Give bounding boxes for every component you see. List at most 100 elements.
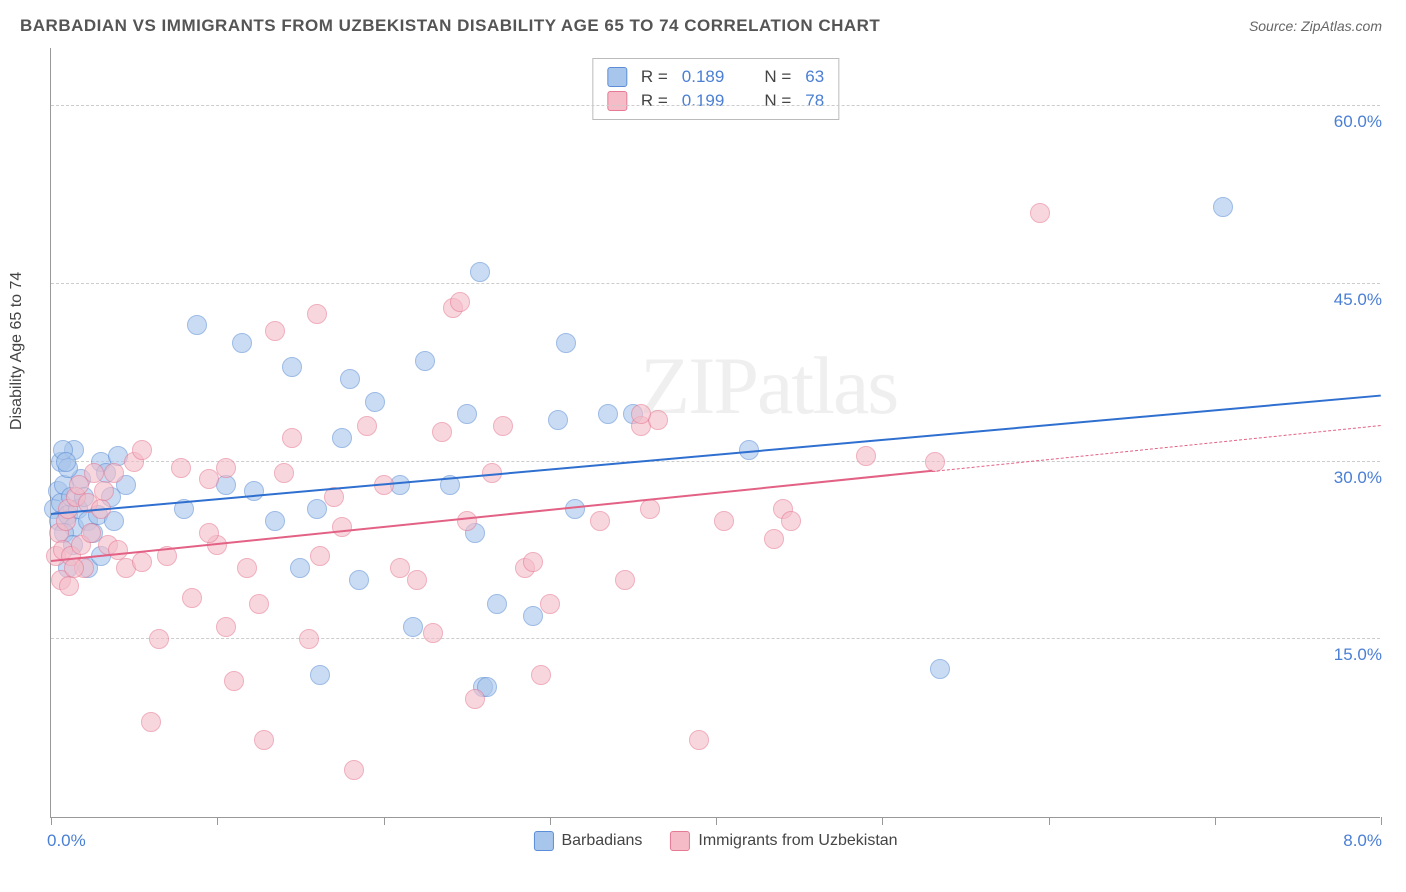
scatter-point [265, 321, 285, 341]
scatter-point [132, 552, 152, 572]
swatch-icon [607, 67, 627, 87]
scatter-point [171, 458, 191, 478]
swatch-icon [670, 831, 690, 851]
scatter-point [640, 499, 660, 519]
scatter-point [540, 594, 560, 614]
legend-item: Barbadians [533, 831, 642, 851]
source-label: Source: ZipAtlas.com [1249, 18, 1382, 34]
scatter-point [132, 440, 152, 460]
scatter-point [344, 760, 364, 780]
x-tick-label: 8.0% [1343, 831, 1382, 851]
x-tick [1215, 817, 1216, 825]
scatter-point [631, 404, 651, 424]
scatter-point [332, 428, 352, 448]
scatter-point [182, 588, 202, 608]
scatter-point [349, 570, 369, 590]
scatter-point [493, 416, 513, 436]
legend-label: Barbadians [561, 832, 642, 850]
scatter-point [216, 617, 236, 637]
swatch-icon [533, 831, 553, 851]
scatter-point [432, 422, 452, 442]
scatter-point [187, 315, 207, 335]
scatter-point [94, 481, 114, 501]
r-label: R = [641, 91, 668, 111]
scatter-point [487, 594, 507, 614]
n-value: 78 [805, 91, 824, 111]
scatter-point [689, 730, 709, 750]
x-tick [716, 817, 717, 825]
scatter-point [59, 576, 79, 596]
scatter-point [470, 262, 490, 282]
scatter-plot: ZIPatlas R =0.189N =63R =0.199N =78 Barb… [50, 48, 1380, 818]
scatter-point [423, 623, 443, 643]
correlation-box: R =0.189N =63R =0.199N =78 [592, 58, 839, 120]
scatter-point [531, 665, 551, 685]
scatter-point [457, 511, 477, 531]
corr-row: R =0.189N =63 [607, 65, 824, 89]
swatch-icon [607, 91, 627, 111]
scatter-point [254, 730, 274, 750]
scatter-point [282, 357, 302, 377]
y-tick-label: 60.0% [1334, 112, 1382, 132]
legend: Barbadians Immigrants from Uzbekistan [533, 831, 897, 851]
scatter-point [310, 546, 330, 566]
scatter-point [357, 416, 377, 436]
gridline-h: 45.0% [51, 283, 1380, 284]
x-tick [384, 817, 385, 825]
scatter-point [141, 712, 161, 732]
scatter-point [415, 351, 435, 371]
y-tick-label: 30.0% [1334, 468, 1382, 488]
scatter-point [403, 617, 423, 637]
y-tick-label: 45.0% [1334, 290, 1382, 310]
scatter-point [249, 594, 269, 614]
scatter-point [332, 517, 352, 537]
gridline-h: 30.0% [51, 461, 1380, 462]
trend-line [932, 425, 1381, 472]
trend-line [51, 394, 1381, 514]
n-label: N = [764, 67, 791, 87]
scatter-point [407, 570, 427, 590]
scatter-point [457, 404, 477, 424]
scatter-point [104, 463, 124, 483]
scatter-point [307, 304, 327, 324]
scatter-point [340, 369, 360, 389]
x-tick [1381, 817, 1382, 825]
scatter-point [615, 570, 635, 590]
x-tick [550, 817, 551, 825]
scatter-point [556, 333, 576, 353]
scatter-point [548, 410, 568, 430]
scatter-point [310, 665, 330, 685]
scatter-point [1213, 197, 1233, 217]
scatter-point [714, 511, 734, 531]
scatter-point [149, 629, 169, 649]
x-tick [882, 817, 883, 825]
r-value: 0.199 [682, 91, 725, 111]
gridline-h: 15.0% [51, 638, 1380, 639]
scatter-point [781, 511, 801, 531]
scatter-point [764, 529, 784, 549]
x-tick [217, 817, 218, 825]
scatter-point [1030, 203, 1050, 223]
scatter-point [237, 558, 257, 578]
scatter-point [930, 659, 950, 679]
legend-label: Immigrants from Uzbekistan [698, 832, 897, 850]
scatter-point [56, 452, 76, 472]
scatter-point [244, 481, 264, 501]
scatter-point [199, 523, 219, 543]
x-tick [51, 817, 52, 825]
y-axis-label: Disability Age 65 to 74 [8, 272, 26, 430]
scatter-point [274, 463, 294, 483]
chart-title: BARBADIAN VS IMMIGRANTS FROM UZBEKISTAN … [20, 16, 880, 36]
x-tick [1049, 817, 1050, 825]
corr-row: R = 0.199 N = 78 [607, 89, 824, 113]
gridline-h: 60.0% [51, 105, 1380, 106]
watermark: ZIPatlas [640, 339, 897, 433]
scatter-point [282, 428, 302, 448]
y-tick-label: 15.0% [1334, 645, 1382, 665]
r-value: 0.189 [682, 67, 725, 87]
n-label: N = [764, 91, 791, 111]
scatter-point [224, 671, 244, 691]
scatter-point [232, 333, 252, 353]
scatter-point [265, 511, 285, 531]
scatter-point [598, 404, 618, 424]
